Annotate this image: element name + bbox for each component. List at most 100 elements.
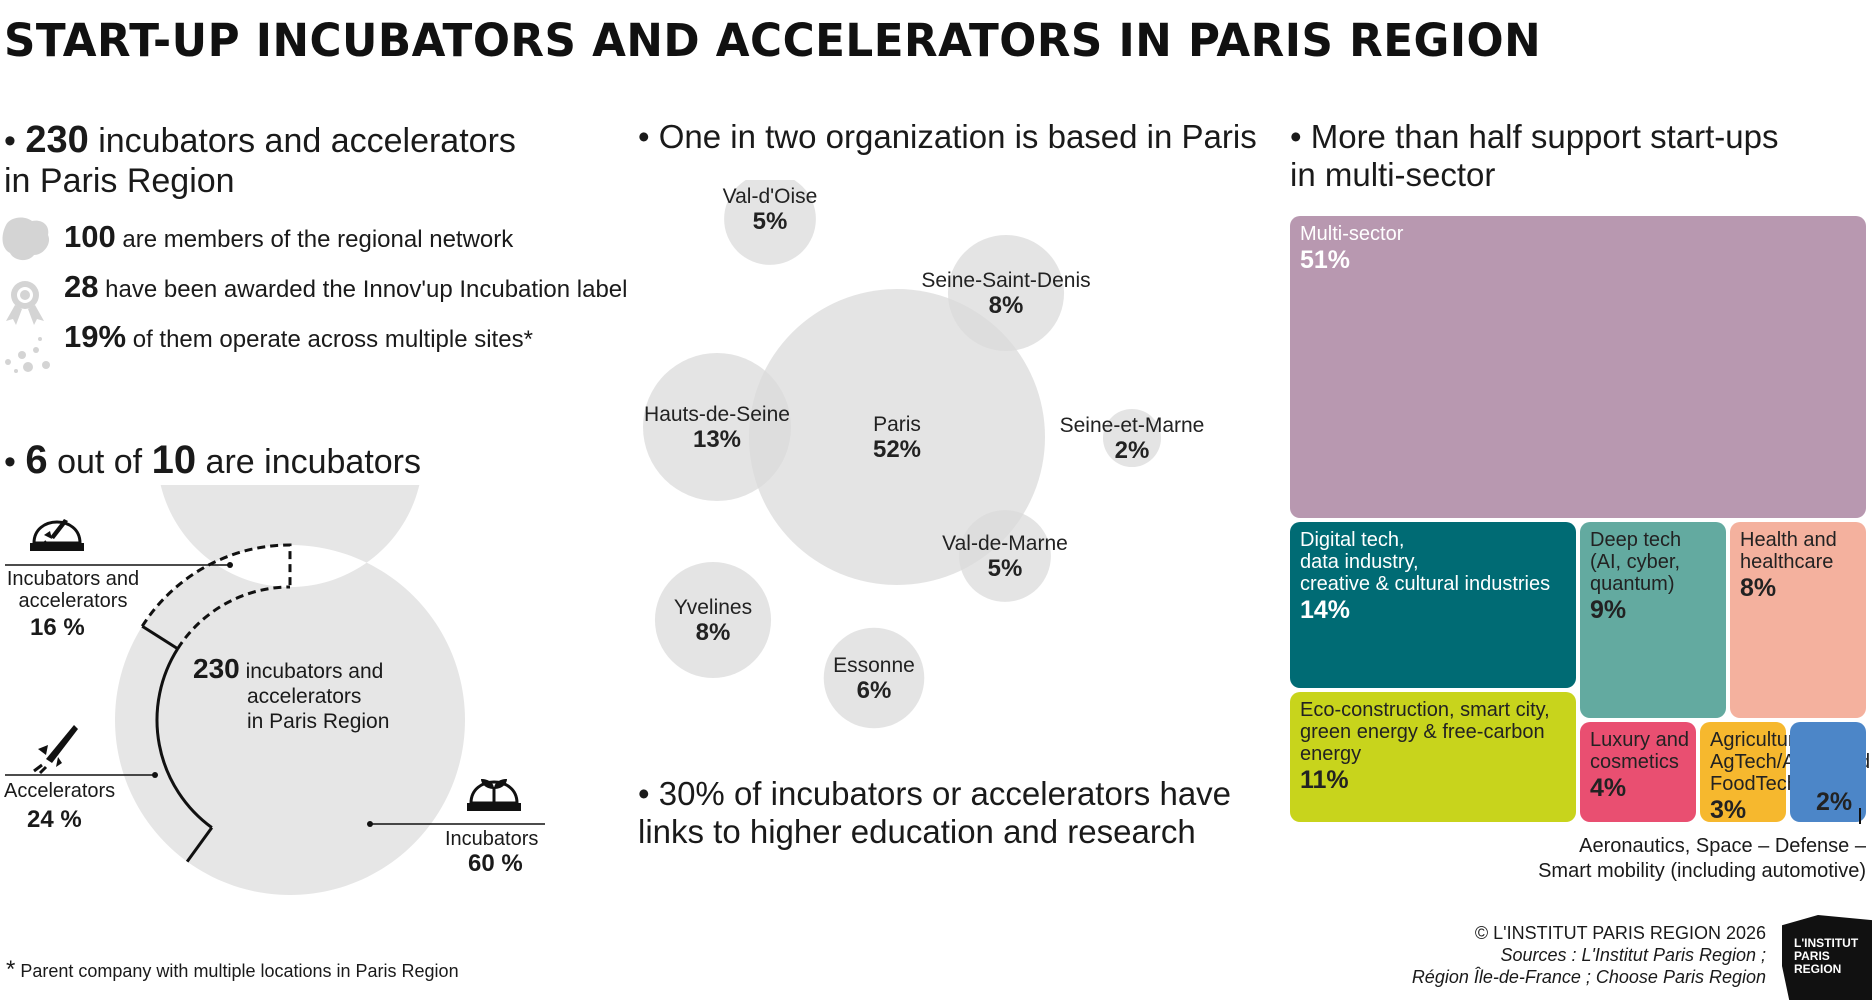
heading-text: incubators and accelerators <box>98 122 516 160</box>
bullet: • <box>4 443 16 481</box>
bubble-val-d-oise <box>724 180 816 265</box>
bottom-line: • 30% of incubators or accelerators have <box>638 775 1232 812</box>
bubble-value: 5% <box>988 555 1023 582</box>
bottom-line: links to higher education and research <box>638 813 1196 850</box>
list-item: 19% of them operate across multiple site… <box>64 319 533 355</box>
logo-line: REGION <box>1794 962 1842 976</box>
left-items-icons <box>2 217 50 373</box>
treemap-cell <box>1580 522 1726 718</box>
bubble-paris <box>749 289 1045 585</box>
cell-label: Health and <box>1740 529 1837 551</box>
cell-label: cosmetics <box>1590 751 1679 773</box>
treemap-cell <box>1730 522 1866 718</box>
scattered-dots-icon <box>5 337 50 373</box>
cell-label: Eco-construction, smart city, <box>1300 699 1550 721</box>
copyright: © L'INSTITUT PARIS REGION 2026 <box>1474 923 1766 943</box>
bubble-hauts-de-seine <box>643 353 791 501</box>
bubble-name: Hauts-de-Seine <box>644 403 790 426</box>
bubble-essonne <box>823 627 925 729</box>
cell-label: Digital tech, <box>1300 529 1405 551</box>
cell-label: Agriculture, <box>1710 729 1811 751</box>
bubble-name: Seine-Saint-Denis <box>921 269 1090 292</box>
aero-label: Aeronautics, Space – Defense – Smart mob… <box>1280 834 1866 884</box>
cell-label: creative & cultural industries <box>1300 573 1550 595</box>
bubble-name: Val-d'Oise <box>723 185 818 208</box>
donut-ring <box>114 485 465 895</box>
incubators-accelerators-inner <box>176 585 290 650</box>
sources-line: Région Île-de-France ; Choose Paris Regi… <box>1411 967 1766 987</box>
cell-value: 8% <box>1740 574 1776 602</box>
cell-label: FoodTech <box>1710 773 1798 795</box>
heading-text-line2: in Paris Region <box>4 162 235 200</box>
award-ribbon-icon <box>6 281 44 325</box>
donut-arcs <box>114 485 465 895</box>
cell-value: 2% <box>1816 788 1852 816</box>
cell-label: green energy & free-carbon <box>1300 721 1545 743</box>
center-text: accelerators <box>247 685 362 708</box>
cell-label: Luxury and <box>1590 729 1689 751</box>
bubble-name: Seine-et-Marne <box>1060 414 1205 437</box>
bubble-name: Yvelines <box>674 596 752 619</box>
cell-value: 4% <box>1590 774 1626 802</box>
sources-block: © L'INSTITUT PARIS REGION 2026 Sources :… <box>1320 922 1766 988</box>
cell-value: 3% <box>1710 796 1746 824</box>
treemap-cell <box>1700 722 1786 822</box>
item-number: 100 <box>64 219 116 254</box>
cell-label: Multi-sector <box>1300 223 1404 245</box>
bubble-value: 52% <box>873 436 921 463</box>
page-title: START-UP INCUBATORS AND ACCELERATORS IN … <box>4 14 1542 67</box>
center-number: 230 <box>193 653 240 684</box>
region-map-icon <box>2 217 50 261</box>
label-value: 24 % <box>27 806 82 833</box>
cell-value: 11% <box>1300 766 1349 794</box>
item-number: 19% <box>64 319 127 354</box>
plant-dome-icon <box>467 779 521 811</box>
aero-line: Smart mobility (including automotive) <box>1538 860 1866 882</box>
aero-line: Aeronautics, Space – Defense – <box>1579 835 1866 857</box>
middle-heading: • One in two organization is based in Pa… <box>638 118 1257 155</box>
footnote-star: * <box>6 956 16 983</box>
label-incubators-accelerators: Incubators and accelerators <box>3 568 143 612</box>
logo-line: PARIS <box>1794 949 1830 963</box>
treemap-cell <box>1290 692 1576 822</box>
cell-label: data industry, <box>1300 551 1419 573</box>
heading-number: 230 <box>25 119 89 161</box>
cell-label: quantum) <box>1590 573 1675 595</box>
bubble-yvelines <box>654 561 772 679</box>
footnote-text: Parent company with multiple locations i… <box>20 961 459 981</box>
bubble-value: 2% <box>1115 437 1150 464</box>
heading-number: 6 <box>25 438 48 482</box>
heading-line: in multi-sector <box>1290 156 1496 193</box>
incubators-accelerators-segment <box>140 543 292 628</box>
left-heading: • 230 incubators and accelerators in Par… <box>4 120 516 201</box>
cell-label: healthcare <box>1740 551 1833 573</box>
footnote: * Parent company with multiple locations… <box>6 956 459 984</box>
bullet: • <box>4 122 16 160</box>
heading-text: out of <box>57 443 143 481</box>
rocket-icon <box>33 725 78 775</box>
cell-value: 14% <box>1300 596 1350 624</box>
treemap-cell <box>1290 522 1576 688</box>
cell-label: Deep tech <box>1590 529 1681 551</box>
bubble-name: Paris <box>873 413 921 436</box>
center-text: in Paris Region <box>247 710 390 733</box>
list-item: 100 are members of the regional network <box>64 219 513 255</box>
sources-line: Sources : L'Institut Paris Region ; <box>1500 945 1766 965</box>
label-value: 60 % <box>468 850 523 877</box>
list-item: 28 have been awarded the Innov'up Incuba… <box>64 271 627 305</box>
middle-bottom-text: • 30% of incubators or accelerators have… <box>638 775 1231 851</box>
segment-divider <box>185 826 214 863</box>
label-accelerators: Accelerators <box>4 780 116 802</box>
institut-logo: L'INSTITUT PARIS REGION <box>1782 915 1872 1000</box>
donut-center: 230 incubators and accelerators in Paris… <box>193 653 390 734</box>
cell-label: energy <box>1300 743 1361 765</box>
bubble-value: 13% <box>693 426 741 453</box>
bubble-name: Val-de-Marne <box>942 532 1068 555</box>
bubble-value: 5% <box>753 208 788 235</box>
right-heading: • More than half support start-ups in mu… <box>1290 118 1778 194</box>
bubble-seine-saint-denis <box>947 234 1065 352</box>
item-text: of them operate across multiple sites* <box>132 326 533 353</box>
label-value: 16 % <box>30 614 85 641</box>
